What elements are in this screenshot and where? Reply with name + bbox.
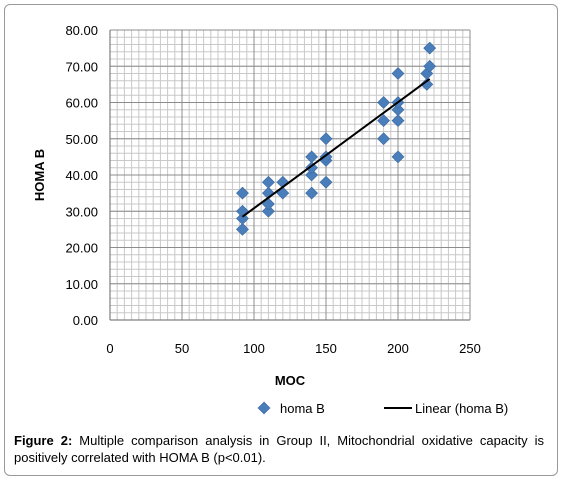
data-point (391, 114, 405, 128)
x-tick-label: 0 (106, 341, 113, 356)
data-point (420, 77, 434, 91)
x-tick-label: 200 (387, 341, 409, 356)
data-point (377, 132, 391, 146)
x-axis-title: MOC (275, 373, 306, 388)
caption-text: Multiple comparison analysis in Group II… (14, 433, 544, 465)
data-point (319, 132, 333, 146)
data-point (236, 186, 249, 200)
y-tick-label: 30.00 (65, 204, 98, 219)
caption-label: Figure 2: (14, 433, 73, 448)
data-point (261, 175, 275, 189)
data-point (305, 186, 319, 200)
data-point (236, 222, 249, 236)
y-tick-label: 40.00 (65, 168, 98, 183)
y-tick-label: 0.00 (73, 313, 98, 328)
y-tick-label: 80.00 (65, 23, 98, 38)
y-tick-label: 50.00 (65, 132, 98, 147)
figure-caption: Figure 2: Multiple comparison analysis i… (14, 432, 544, 466)
y-axis-title: HOMA B (32, 149, 47, 201)
data-point (261, 204, 275, 218)
scatter-chart: 0.00 10.00 20.00 30.00 40.00 50.00 60.00 70.00 8… (32, 23, 508, 416)
trend-line (241, 78, 431, 218)
legend-marker-homa-b (257, 401, 271, 415)
legend-label-linear: Linear (homa B) (415, 401, 508, 416)
x-tick-label: 50 (175, 341, 189, 356)
y-tick-label: 20.00 (65, 241, 98, 256)
legend-label-homa-b: homa B (280, 401, 325, 416)
y-tick-label: 70.00 (65, 59, 98, 74)
x-axis-ticks: 0 50 100 150 200 250 (106, 341, 480, 356)
data-point (423, 41, 437, 55)
data-point (391, 103, 405, 117)
x-tick-label: 100 (243, 341, 265, 356)
plot-area (109, 29, 471, 321)
y-axis-ticks: 0.00 10.00 20.00 30.00 40.00 50.00 60.00 70.00 8… (65, 23, 98, 328)
data-point (305, 168, 319, 182)
legend: homa B Linear (homa B) (257, 401, 508, 416)
data-point (319, 175, 333, 189)
data-point (423, 59, 437, 73)
x-tick-label: 150 (315, 341, 337, 356)
data-point (391, 67, 405, 80)
data-point (377, 114, 391, 128)
y-tick-label: 10.00 (65, 277, 98, 292)
data-point (377, 96, 391, 109)
data-point (391, 150, 405, 164)
data-point (305, 150, 319, 164)
y-tick-label: 60.00 (65, 96, 98, 111)
x-tick-label: 250 (459, 341, 481, 356)
